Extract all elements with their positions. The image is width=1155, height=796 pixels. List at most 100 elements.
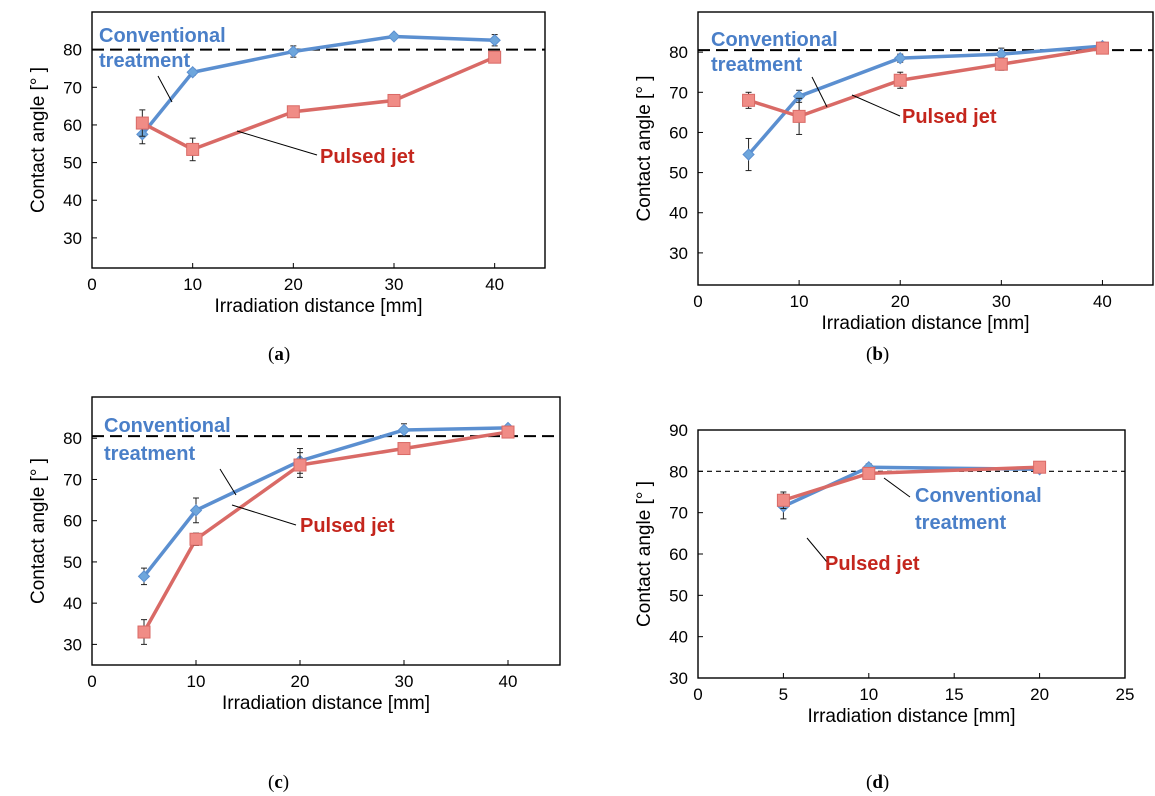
caption-c: (c) xyxy=(268,772,290,793)
caption-d-letter: d xyxy=(872,772,883,793)
x-tick-label-d-4: 20 xyxy=(1030,685,1049,704)
x-tick-label-b-0: 0 xyxy=(693,292,702,311)
y-tick-label-a-3: 60 xyxy=(63,116,82,135)
label-conventional-d-0: Conventional xyxy=(915,485,1042,507)
point-pulsed-c-3 xyxy=(397,442,411,456)
x-axis-label-a: Irradiation distance [mm] xyxy=(214,296,422,317)
point-pulsed-a-0 xyxy=(135,116,149,130)
chart-panel-d: 30 40 50 60 70 80 90 0 5 10 15 20 25 Irradiation dist… xyxy=(580,385,1155,745)
leader-conventional-c xyxy=(219,468,237,496)
point-conventional-c-3 xyxy=(397,423,411,437)
point-pulsed-c-0 xyxy=(137,625,151,639)
x-tick-label-a-0: 0 xyxy=(87,275,96,294)
x-tick-label-d-5: 25 xyxy=(1116,685,1135,704)
chart-panel-b: 30 40 50 60 70 80 0 10 20 30 40 Irradiation distanc… xyxy=(580,0,1155,360)
leader-pulsed-d xyxy=(806,537,828,563)
point-pulsed-b-1 xyxy=(792,109,806,123)
x-tick-label-d-3: 15 xyxy=(945,685,964,704)
point-conventional-b-2 xyxy=(894,51,907,65)
caption-b-letter: b xyxy=(872,344,883,365)
caption-a: (a) xyxy=(268,344,291,365)
point-pulsed-a-2 xyxy=(286,105,300,119)
leader-pulsed-a xyxy=(236,130,318,156)
y-tick-label-c-0: 30 xyxy=(63,635,82,654)
leader-pulsed-b xyxy=(851,94,901,117)
x-tick-label-c-4: 40 xyxy=(499,672,518,691)
label-pulsed-c: Pulsed jet xyxy=(300,515,395,537)
y-tick-label-a-1: 40 xyxy=(63,191,82,210)
y-axis-label-c: Contact angle [° ] xyxy=(28,458,49,604)
label-conventional-b-0: Conventional xyxy=(711,29,838,51)
series-line-conventional-c xyxy=(142,426,509,578)
point-conventional-a-4 xyxy=(488,34,501,47)
point-conventional-a-2 xyxy=(287,45,300,58)
point-pulsed-a-3 xyxy=(387,93,401,107)
point-pulsed-a-4 xyxy=(488,50,502,64)
chart-panel-c: 30 40 50 60 70 80 0 10 20 30 40 Irradiation distanc… xyxy=(0,385,570,745)
y-tick-label-d-1: 40 xyxy=(669,628,688,647)
point-pulsed-b-0 xyxy=(742,93,756,107)
leader-conventional-b xyxy=(811,76,828,108)
x-tick-label-d-0: 0 xyxy=(693,685,702,704)
y-tick-label-d-2: 50 xyxy=(669,586,688,605)
plot-frame-c xyxy=(91,396,561,666)
x-tick-label-c-1: 10 xyxy=(187,672,206,691)
x-tick-label-b-2: 20 xyxy=(891,292,910,311)
caption-b: (b) xyxy=(866,344,890,365)
x-tick-label-a-2: 20 xyxy=(284,275,303,294)
y-tick-label-a-0: 30 xyxy=(63,229,82,248)
plot-frame-b xyxy=(697,11,1154,286)
y-tick-label-d-3: 60 xyxy=(669,545,688,564)
y-axis-label-b: Contact angle [° ] xyxy=(634,76,655,222)
series-line-conventional-a xyxy=(140,34,495,136)
point-pulsed-b-2 xyxy=(893,73,907,87)
chart-panel-a: 30 40 50 60 70 80 0 10 20 30 40 Irradiation distanc… xyxy=(0,0,570,360)
y-tick-label-b-4: 70 xyxy=(669,83,688,102)
y-tick-label-d-5: 80 xyxy=(669,462,688,481)
x-tick-label-c-0: 0 xyxy=(87,672,96,691)
caption-a-letter: a xyxy=(274,344,284,365)
y-tick-label-c-1: 40 xyxy=(63,594,82,613)
x-axis-label-b: Irradiation distance [mm] xyxy=(821,313,1029,334)
label-pulsed-d: Pulsed jet xyxy=(825,553,920,575)
x-tick-label-a-4: 40 xyxy=(485,275,504,294)
y-axis-label-a: Contact angle [° ] xyxy=(28,67,49,213)
point-conventional-c-1 xyxy=(189,504,203,517)
y-tick-label-b-5: 80 xyxy=(669,43,688,62)
label-conventional-b-1: treatment xyxy=(711,54,802,76)
x-axis-label-d: Irradiation distance [mm] xyxy=(807,706,1015,727)
point-pulsed-c-1 xyxy=(189,532,203,546)
plot-frame-a xyxy=(91,11,546,269)
label-conventional-d-1: treatment xyxy=(915,512,1006,534)
y-tick-label-b-3: 60 xyxy=(669,123,688,142)
y-tick-label-b-0: 30 xyxy=(669,244,688,263)
x-tick-label-b-1: 10 xyxy=(790,292,809,311)
point-pulsed-d-0 xyxy=(776,493,790,507)
y-tick-label-d-4: 70 xyxy=(669,504,688,523)
x-tick-label-c-3: 30 xyxy=(395,672,414,691)
label-pulsed-b: Pulsed jet xyxy=(902,106,997,128)
x-tick-label-d-2: 10 xyxy=(859,685,878,704)
y-tick-label-c-4: 70 xyxy=(63,470,82,489)
point-pulsed-b-3 xyxy=(994,57,1008,71)
label-pulsed-a: Pulsed jet xyxy=(320,146,415,168)
chart-b-svg: 30 40 50 60 70 80 0 10 20 30 40 Irradiation distanc… xyxy=(634,11,1154,334)
y-tick-label-a-5: 80 xyxy=(63,41,82,60)
point-pulsed-c-4 xyxy=(501,425,515,439)
y-tick-label-d-0: 30 xyxy=(669,669,688,688)
point-conventional-c-0 xyxy=(137,570,151,583)
y-tick-label-a-2: 50 xyxy=(63,154,82,173)
point-conventional-b-0 xyxy=(742,148,755,161)
label-conventional-a-0: Conventional xyxy=(99,25,226,47)
caption-c-letter: c xyxy=(274,772,283,793)
y-tick-label-b-2: 50 xyxy=(669,164,688,183)
chart-d-svg: 30 40 50 60 70 80 90 0 5 10 15 20 25 Irradiation dist… xyxy=(634,421,1135,727)
point-pulsed-d-1 xyxy=(862,466,876,480)
label-conventional-c-0: Conventional xyxy=(104,415,231,437)
chart-a-svg: 30 40 50 60 70 80 0 10 20 30 40 Irradiation distanc… xyxy=(28,11,546,317)
point-pulsed-c-2 xyxy=(293,458,307,472)
point-conventional-a-1 xyxy=(186,66,199,79)
y-tick-label-d-6: 90 xyxy=(669,421,688,440)
y-tick-label-c-2: 50 xyxy=(63,553,82,572)
x-tick-label-c-2: 20 xyxy=(291,672,310,691)
